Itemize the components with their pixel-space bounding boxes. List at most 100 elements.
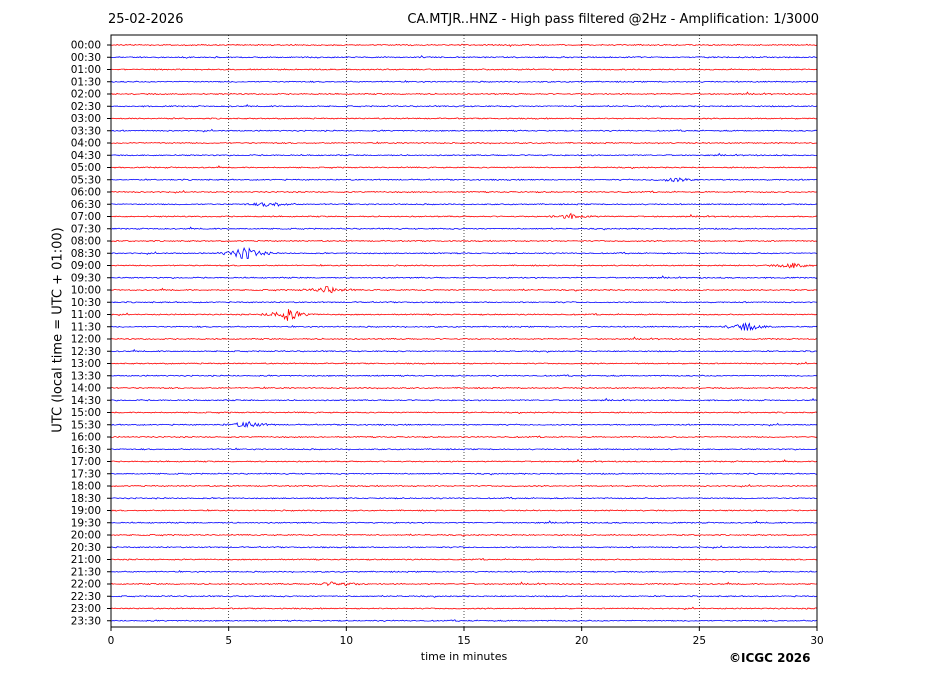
row-label: 08:00 — [71, 236, 101, 248]
row-label: 21:30 — [71, 566, 101, 578]
trace-0330 — [110, 128, 818, 133]
row-label: 05:00 — [71, 162, 101, 174]
row-label: 05:30 — [71, 174, 101, 186]
row-label: 07:00 — [71, 211, 101, 223]
trace-1400 — [110, 386, 818, 390]
trace-1430 — [110, 397, 818, 402]
row-label: 02:00 — [71, 89, 101, 101]
row-label: 13:00 — [71, 358, 101, 370]
row-label: 06:00 — [71, 187, 101, 199]
trace-2230 — [110, 594, 818, 598]
trace-0830 — [110, 247, 818, 260]
trace-1730 — [110, 472, 818, 476]
trace-1830 — [110, 496, 817, 500]
row-label: 16:00 — [71, 432, 101, 444]
trace-0700 — [110, 212, 818, 219]
trace-1630 — [111, 447, 818, 451]
row-label: 01:30 — [71, 76, 101, 88]
row-label: 09:30 — [71, 272, 101, 284]
trace-0500 — [111, 165, 818, 170]
row-label: 17:00 — [71, 456, 101, 468]
row-label: 12:30 — [71, 346, 101, 358]
row-label: 20:30 — [71, 542, 101, 554]
trace-1230 — [110, 348, 818, 353]
date-label: 25-02-2026 — [108, 12, 184, 27]
row-label: 20:00 — [71, 530, 101, 542]
x-tick-label: 10 — [340, 635, 353, 647]
row-label: 18:30 — [71, 493, 101, 505]
trace-0630 — [110, 202, 818, 208]
row-label: 08:30 — [71, 248, 101, 260]
row-label: 10:00 — [71, 285, 101, 297]
trace-0600 — [110, 190, 817, 194]
row-label: 19:30 — [71, 517, 101, 529]
row-label: 03:00 — [71, 113, 101, 125]
x-tick-label: 0 — [108, 635, 115, 647]
trace-1000 — [110, 286, 818, 294]
row-label: 07:30 — [71, 223, 101, 235]
x-tick-label: 5 — [225, 635, 232, 647]
row-label: 18:00 — [71, 481, 101, 493]
trace-0100 — [110, 68, 818, 71]
trace-0200 — [110, 91, 818, 96]
trace-0130 — [110, 80, 818, 84]
row-label: 04:30 — [71, 150, 101, 162]
trace-0530 — [111, 177, 818, 183]
row-label: 13:30 — [71, 370, 101, 382]
trace-0000 — [110, 43, 818, 48]
trace-2200 — [110, 581, 818, 587]
trace-2030 — [110, 545, 818, 549]
trace-1130 — [110, 321, 818, 332]
x-tick-label: 20 — [575, 635, 588, 647]
row-label: 01:00 — [71, 64, 101, 76]
row-label: 15:00 — [71, 407, 101, 419]
plot-frame — [110, 34, 818, 628]
trace-1500 — [110, 411, 818, 415]
trace-1300 — [111, 361, 818, 366]
row-label: 23:00 — [71, 603, 101, 615]
trace-2300 — [110, 606, 818, 611]
row-label: 00:30 — [71, 52, 101, 64]
x-tick-label: 30 — [810, 635, 823, 647]
trace-1100 — [110, 309, 818, 321]
x-tick-label: 25 — [693, 635, 706, 647]
row-label: 09:00 — [71, 260, 101, 272]
x-axis-label: time in minutes — [420, 650, 508, 663]
trace-0930 — [111, 275, 818, 279]
row-label: 02:30 — [71, 101, 101, 113]
trace-1700 — [110, 458, 818, 463]
row-label: 15:30 — [71, 419, 101, 431]
trace-1930 — [110, 520, 818, 524]
row-label: 04:00 — [71, 138, 101, 150]
row-label: 06:30 — [71, 199, 101, 211]
trace-0730 — [110, 226, 818, 231]
row-label: 11:30 — [71, 321, 101, 333]
row-label: 14:00 — [71, 383, 101, 395]
row-label: 19:00 — [71, 505, 101, 517]
row-label: 11:00 — [71, 309, 101, 321]
row-label: 22:00 — [71, 579, 101, 591]
trace-0030 — [110, 55, 818, 59]
trace-2100 — [110, 557, 818, 561]
trace-0430 — [110, 152, 818, 157]
row-label: 17:30 — [71, 468, 101, 480]
trace-0900 — [110, 262, 818, 269]
row-label: 10:30 — [71, 297, 101, 309]
trace-2000 — [111, 533, 818, 537]
row-label: 22:30 — [71, 591, 101, 603]
trace-0800 — [110, 239, 817, 243]
trace-0400 — [110, 141, 818, 145]
copyright-label: ©ICGC 2026 — [729, 651, 811, 665]
row-label: 03:30 — [71, 125, 101, 137]
trace-2130 — [110, 570, 818, 574]
x-tick-label: 15 — [457, 635, 470, 647]
trace-0230 — [110, 103, 818, 108]
trace-2330 — [110, 619, 818, 622]
trace-1530 — [110, 420, 818, 429]
row-label: 14:30 — [71, 395, 101, 407]
row-label: 23:30 — [71, 615, 101, 627]
trace-0300 — [110, 117, 818, 120]
row-label: 16:30 — [71, 444, 101, 456]
trace-1600 — [110, 435, 818, 439]
